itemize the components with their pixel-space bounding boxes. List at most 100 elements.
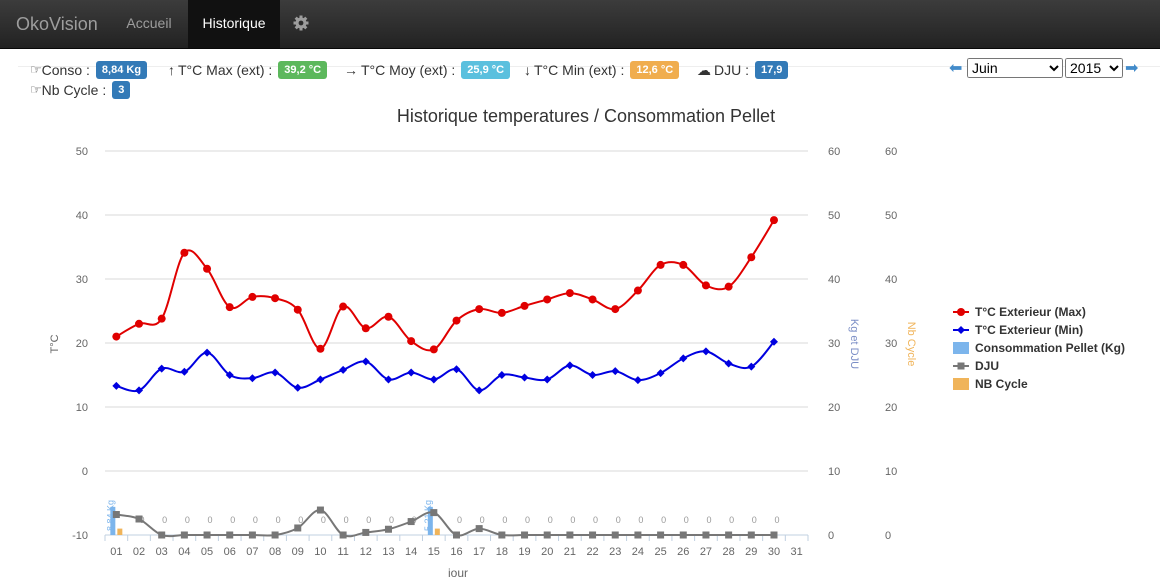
stat-dju-badge: 17,9 <box>755 61 789 79</box>
stat-cycle-label: Nb Cycle : <box>41 82 107 98</box>
legend-temp-max-label: T°C Exterieur (Max) <box>975 305 1086 319</box>
dju-point <box>657 531 665 539</box>
stat-tmax-badge: 39,2 °C <box>278 61 328 79</box>
temp-max-point <box>679 260 688 269</box>
legend-nb-cycle-label: NB Cycle <box>975 377 1028 391</box>
cycle-value-label: 0 <box>321 515 326 525</box>
temp-max-point <box>157 314 166 323</box>
temp-min-point <box>747 362 756 371</box>
x-axis-label: jour <box>447 566 468 577</box>
temp-max-point <box>747 253 756 262</box>
temp-min-point <box>656 369 665 378</box>
temp-max-point <box>316 344 325 353</box>
legend-dju-swatch <box>957 362 965 370</box>
y-tick-right1: 30 <box>828 338 840 350</box>
bar-nb-cycle <box>434 528 440 535</box>
stat-dju: ☁ DJU : 17,9 <box>697 61 789 79</box>
x-tick-label: 09 <box>292 546 304 558</box>
next-month-arrow-icon[interactable]: ➡ <box>1125 60 1139 77</box>
cycle-value-label: 0 <box>480 515 485 525</box>
temp-max-point <box>271 294 280 303</box>
x-tick-label: 03 <box>156 546 168 558</box>
temp-min-point <box>407 368 416 377</box>
dju-point <box>248 531 256 539</box>
x-tick-label: 31 <box>791 546 803 558</box>
y-tick-right1: 0 <box>828 530 834 542</box>
bar-nb-cycle <box>117 528 123 535</box>
dju-point <box>362 528 370 536</box>
temp-min-point <box>248 374 257 383</box>
temp-max-point <box>361 324 370 333</box>
y-tick-right1: 50 <box>828 210 840 222</box>
cycle-value-label: 0 <box>208 515 213 525</box>
y-tick-right2: 50 <box>885 210 897 222</box>
settings-button[interactable] <box>280 0 322 48</box>
x-tick-label: 19 <box>518 546 530 558</box>
dju-point <box>316 506 324 514</box>
stat-tmin-badge: 12,6 °C <box>630 61 680 79</box>
dju-point <box>271 531 279 539</box>
cloud-icon: ☁ <box>697 61 711 78</box>
month-select[interactable]: Juin <box>967 58 1063 78</box>
temp-max-point <box>112 332 121 341</box>
y-tick-left: 30 <box>76 274 88 286</box>
dju-point <box>407 518 415 526</box>
dju-point <box>725 531 733 539</box>
y-tick-right2: 20 <box>885 402 897 414</box>
x-tick-label: 25 <box>654 546 666 558</box>
temp-max-point <box>543 295 552 304</box>
x-tick-label: 16 <box>450 546 462 558</box>
temp-min-point <box>475 386 484 395</box>
temp-min-point <box>679 354 688 363</box>
conso-data-label: 8,84 Kg <box>105 500 115 531</box>
temp-min-point <box>384 375 393 384</box>
cycle-value-label: 0 <box>774 515 779 525</box>
y-tick-right2: 60 <box>885 146 897 158</box>
legend-temp-min-label: T°C Exterieur (Min) <box>975 323 1083 337</box>
dju-point <box>543 531 551 539</box>
stat-tmax-label: T°C Max (ext) : <box>178 62 273 78</box>
bar-consommation <box>427 506 433 535</box>
bar-consommation <box>110 506 116 535</box>
dju-point <box>770 531 778 539</box>
dju-point <box>589 531 597 539</box>
stat-tmoy: → T°C Moy (ext) : 25,9 °C <box>344 61 511 79</box>
dju-line <box>116 509 774 538</box>
temp-min-line <box>116 341 775 393</box>
arrow-up-icon: ↑ <box>168 62 175 78</box>
stat-tmoy-badge: 25,9 °C <box>461 61 511 79</box>
stat-dju-label: DJU : <box>714 62 749 78</box>
dju-point <box>135 515 143 523</box>
temp-min-point <box>157 364 166 373</box>
temp-min-point <box>316 375 325 384</box>
dju-point <box>475 525 483 533</box>
cycle-value-label: 0 <box>638 515 643 525</box>
temp-max-line <box>115 219 775 352</box>
y-tick-right1: 60 <box>828 146 840 158</box>
dju-point <box>634 531 642 539</box>
brand-logo[interactable]: OkoVision <box>16 14 98 34</box>
cycle-value-label: 0 <box>661 515 666 525</box>
year-select[interactable]: 2015 <box>1065 58 1123 78</box>
y-tick-right2: 10 <box>885 466 897 478</box>
nav-historique[interactable]: Historique <box>188 0 280 48</box>
dju-point <box>702 531 710 539</box>
stat-tmin: ↓ T°C Min (ext) : 12,6 °C <box>524 61 680 79</box>
prev-month-arrow-icon[interactable]: ⬅ <box>949 60 963 77</box>
temp-min-point <box>271 368 280 377</box>
x-tick-label: 15 <box>428 546 440 558</box>
dju-point <box>430 509 438 517</box>
x-tick-label: 30 <box>768 546 780 558</box>
temp-max-point <box>180 248 189 257</box>
stat-cycle: ☞ Nb Cycle : 3 <box>30 81 131 99</box>
legend-consommation-swatch <box>953 342 969 354</box>
temp-min-point <box>769 337 778 346</box>
cycle-value-label: 0 <box>616 515 621 525</box>
x-tick-label: 21 <box>564 546 576 558</box>
nav-accueil[interactable]: Accueil <box>126 15 172 31</box>
temp-max-point <box>769 216 778 225</box>
x-tick-label: 04 <box>178 546 190 558</box>
x-tick-label: 13 <box>382 546 394 558</box>
temp-min-point <box>565 361 574 370</box>
temp-min-point <box>135 386 144 395</box>
